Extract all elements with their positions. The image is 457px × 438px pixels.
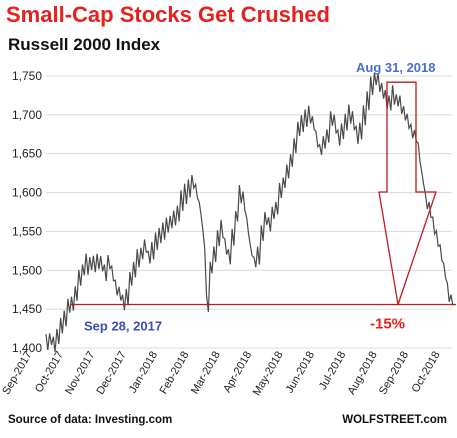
- x-tick-label: Mar-2018: [189, 350, 223, 397]
- x-tick-label: Jul-2018: [317, 350, 348, 393]
- x-tick-label: Sep-2018: [377, 350, 411, 397]
- y-tick-label: 1,400: [12, 341, 42, 355]
- y-tick-label: 1,700: [12, 108, 42, 122]
- chart-subtitle: Russell 2000 Index: [8, 35, 161, 54]
- x-tick-label: Oct-2018: [410, 350, 443, 395]
- y-tick-label: 1,650: [12, 147, 42, 161]
- y-tick-label: 1,500: [12, 263, 42, 277]
- x-tick-label: May-2018: [251, 350, 286, 398]
- source-note: Source of data: Investing.com: [8, 414, 173, 426]
- x-tick-label: Feb-2018: [158, 350, 192, 397]
- drop-arrow: [378, 81, 437, 305]
- start-date-label: Sep 28, 2017: [84, 318, 162, 333]
- y-tick-label: 1,750: [12, 69, 42, 83]
- series-line: [45, 72, 454, 352]
- brand-label: WOLFSTREET.com: [342, 414, 447, 426]
- percent-drop-label: -15%: [370, 315, 405, 332]
- x-tick-label: Aug-2018: [346, 350, 380, 397]
- y-tick-label: 1,450: [12, 302, 42, 316]
- y-tick-label: 1,600: [12, 186, 42, 200]
- x-tick-label: Sep-2017: [0, 350, 34, 397]
- x-tick-label: Apr-2018: [221, 350, 254, 395]
- x-tick-label: Nov-2017: [63, 350, 97, 397]
- x-tick-label: Jan-2018: [127, 350, 160, 396]
- y-tick-label: 1,550: [12, 224, 42, 238]
- x-tick-label: Oct-2017: [33, 350, 66, 395]
- peak-date-label: Aug 31, 2018: [356, 60, 436, 75]
- x-tick-label: Dec-2017: [95, 350, 129, 397]
- x-tick-label: Jun-2018: [284, 350, 317, 396]
- chart-title: Small-Cap Stocks Get Crushed: [6, 2, 330, 27]
